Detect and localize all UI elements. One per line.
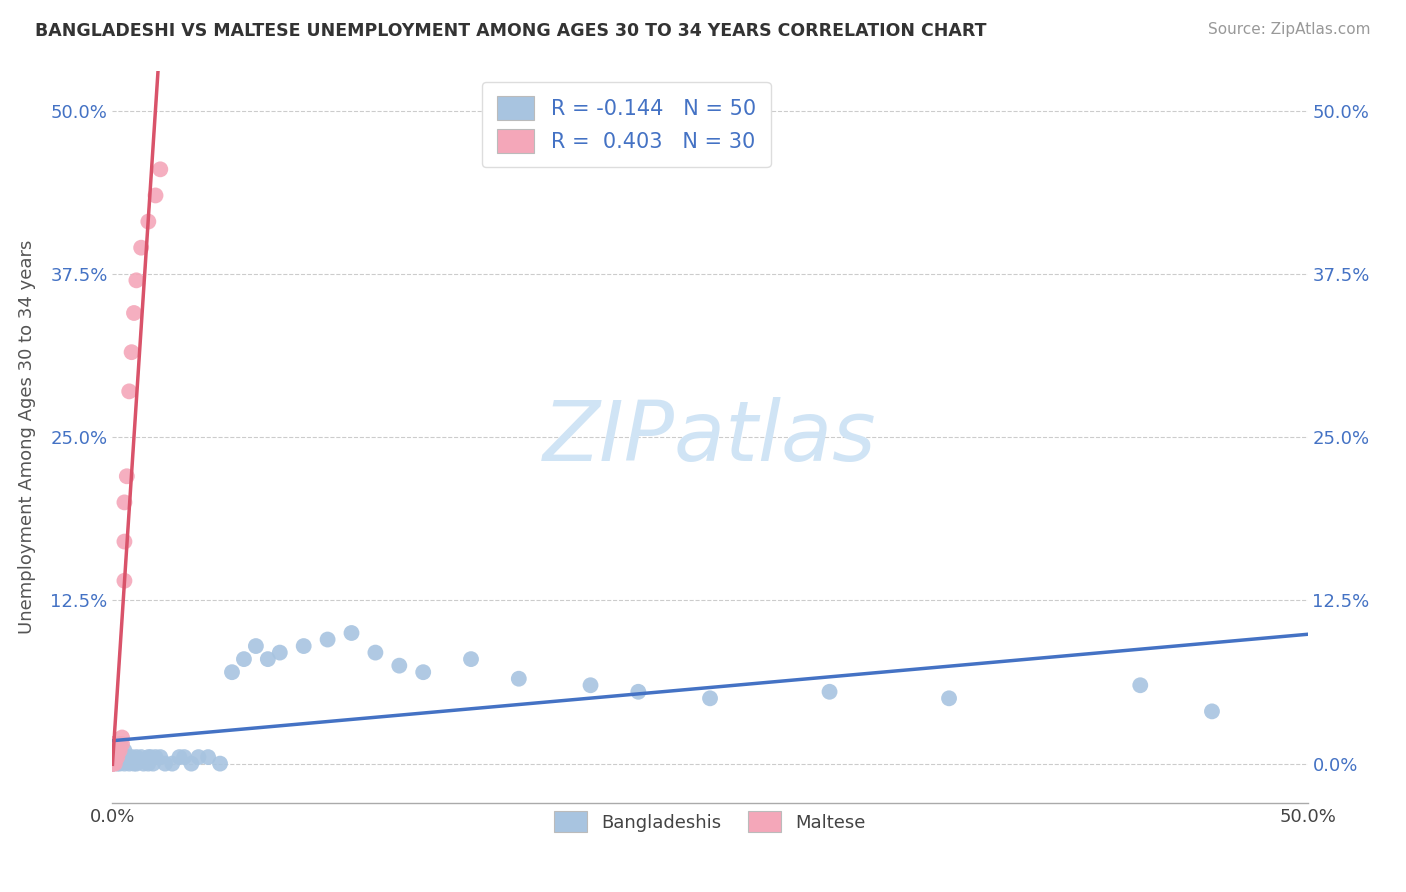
Point [142, 756, 165, 771]
Point [364, 646, 387, 660]
Point [145, 750, 167, 764]
Point [114, 495, 135, 509]
Text: BANGLADESHI VS MALTESE UNEMPLOYMENT AMONG AGES 30 TO 34 YEARS CORRELATION CHART: BANGLADESHI VS MALTESE UNEMPLOYMENT AMON… [35, 22, 987, 40]
Point [197, 750, 219, 764]
Point [122, 756, 145, 771]
Point [101, 750, 124, 764]
Point [105, 743, 128, 757]
Point [105, 756, 128, 771]
Point [221, 665, 243, 680]
Point [104, 756, 127, 771]
Point [269, 646, 291, 660]
Point [101, 737, 124, 751]
Point [114, 574, 135, 588]
Point [938, 691, 960, 706]
Point [1129, 678, 1152, 692]
Point [388, 658, 411, 673]
Point [114, 756, 135, 771]
Point [153, 756, 176, 771]
Point [187, 750, 209, 764]
Point [118, 756, 141, 771]
Point [118, 384, 141, 399]
Point [180, 756, 202, 771]
Point [101, 756, 124, 771]
Point [125, 756, 148, 771]
Text: Source: ZipAtlas.com: Source: ZipAtlas.com [1208, 22, 1371, 37]
Point [460, 652, 482, 666]
Point [257, 652, 280, 666]
Point [108, 737, 131, 751]
Text: ZIPatlas: ZIPatlas [543, 397, 877, 477]
Y-axis label: Unemployment Among Ages 30 to 34 years: Unemployment Among Ages 30 to 34 years [18, 240, 37, 634]
Point [121, 750, 143, 764]
Point [245, 639, 267, 653]
Point [125, 750, 148, 764]
Point [209, 756, 232, 771]
Point [138, 756, 160, 771]
Point [129, 750, 152, 764]
Point [101, 756, 124, 771]
Point [149, 750, 172, 764]
Legend: Bangladeshis, Maltese: Bangladeshis, Maltese [541, 799, 879, 845]
Point [173, 750, 195, 764]
Point [579, 678, 602, 692]
Point [129, 241, 152, 255]
Point [101, 737, 124, 751]
Point [818, 685, 841, 699]
Point [138, 214, 160, 228]
Point [111, 737, 134, 751]
Point [627, 685, 650, 699]
Point [169, 750, 191, 764]
Point [101, 756, 124, 771]
Point [114, 743, 135, 757]
Point [122, 306, 145, 320]
Point [149, 162, 172, 177]
Point [139, 750, 162, 764]
Point [101, 756, 124, 771]
Point [121, 345, 143, 359]
Point [101, 750, 124, 764]
Point [101, 743, 124, 757]
Point [132, 756, 155, 771]
Point [114, 534, 135, 549]
Point [101, 743, 124, 757]
Point [101, 756, 124, 771]
Point [699, 691, 721, 706]
Point [162, 756, 183, 771]
Point [508, 672, 530, 686]
Point [108, 756, 131, 771]
Point [108, 743, 131, 757]
Point [101, 750, 124, 764]
Point [233, 652, 256, 666]
Point [316, 632, 339, 647]
Point [292, 639, 315, 653]
Point [340, 626, 363, 640]
Point [105, 750, 128, 764]
Point [125, 273, 148, 287]
Point [1201, 705, 1223, 719]
Point [412, 665, 434, 680]
Point [101, 756, 124, 771]
Point [104, 750, 127, 764]
Point [115, 469, 138, 483]
Point [138, 750, 160, 764]
Point [111, 731, 134, 745]
Point [111, 750, 134, 764]
Point [115, 750, 138, 764]
Point [145, 188, 167, 202]
